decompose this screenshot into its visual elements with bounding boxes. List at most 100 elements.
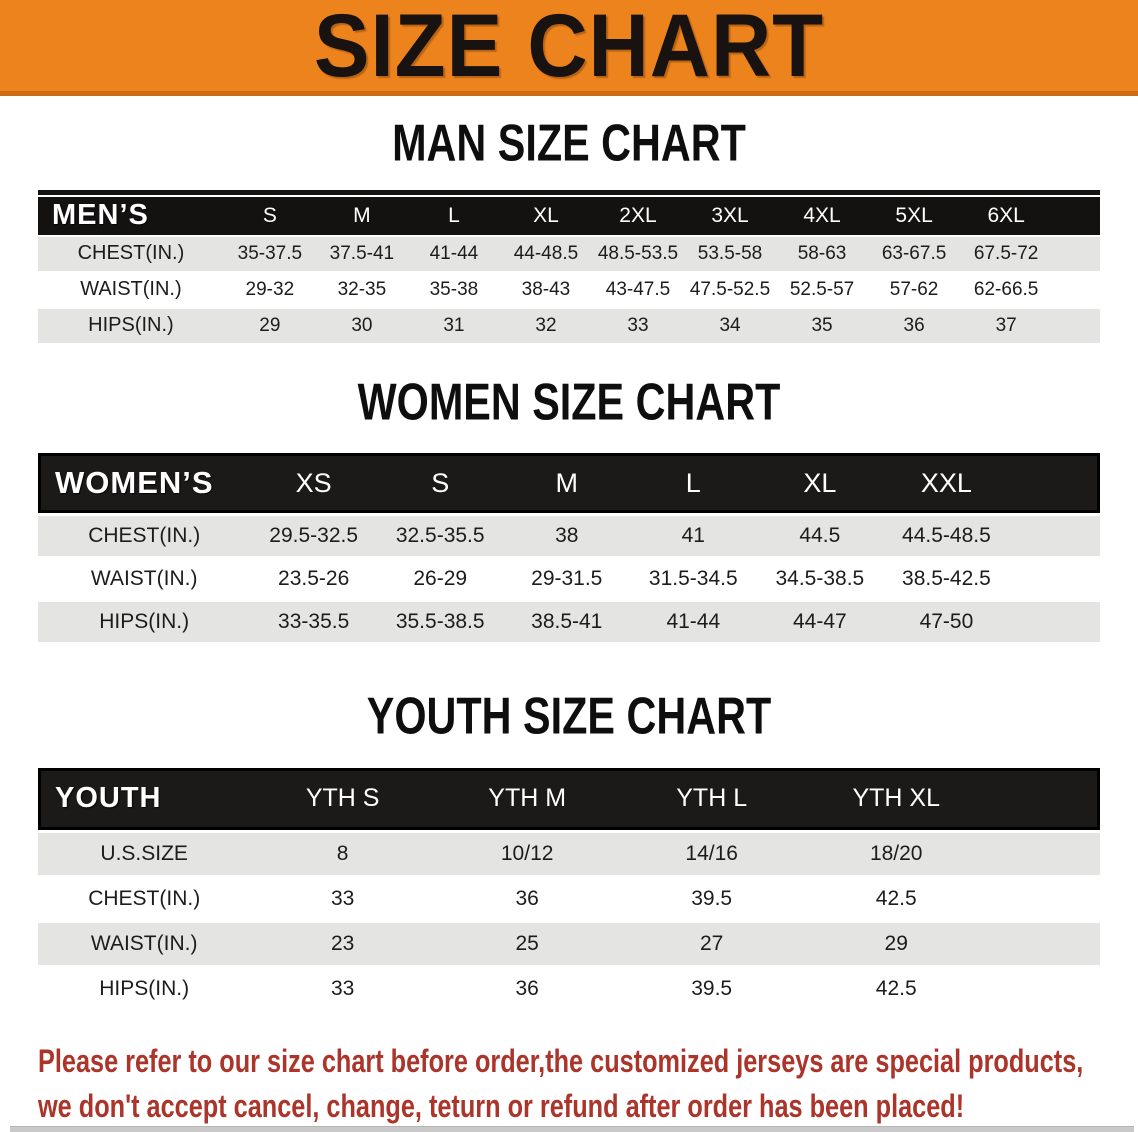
value-cell: 23: [250, 922, 435, 965]
value-cell: 36: [868, 308, 961, 343]
value-cell: 32-35: [315, 272, 408, 307]
value-cell: 41: [630, 516, 757, 557]
value-cell: 47.5-52.5: [684, 272, 777, 307]
disclaimer-line-2: we don't accept cancel, change, teturn o…: [38, 1087, 965, 1124]
table-row: CHEST(IN.) 33 36 39.5 42.5: [38, 877, 1100, 920]
size-header-cell: 2XL: [591, 196, 684, 235]
value-cell: 23.5-26: [250, 559, 377, 600]
row-label-cell: HIPS(IN.): [38, 967, 251, 1010]
spacer-cell: [1009, 559, 1100, 600]
value-cell: 29.5-32.5: [250, 516, 377, 557]
value-cell: 34.5-38.5: [756, 559, 884, 600]
size-table-wrap-men: MEN’S S M L XL 2XL 3XL 4XL 5XL 6XL CHEST(IN.) 35-37…: [38, 189, 1100, 345]
value-cell: 39.5: [619, 877, 804, 920]
table-row: CHEST(IN.) 29.5-32.5 32.5-35.5 38 41 44.5 44.5…: [38, 516, 1100, 557]
value-cell: 33: [250, 967, 435, 1010]
value-cell: 26-29: [376, 559, 504, 600]
table-row: U.S.SIZE 8 10/12 14/16 18/20: [38, 832, 1100, 875]
bottom-partial-row-strip: [10, 1126, 1134, 1132]
spacer-cell: [1009, 453, 1100, 514]
row-label-cell: HIPS(IN.): [38, 308, 224, 343]
value-cell: 44.5: [756, 516, 884, 557]
table-row: HIPS(IN.) 33-35.5 35.5-38.5 38.5-41 41-44 44-…: [38, 602, 1100, 643]
size-table-women: WOMEN’S XS S M L XL XXL CHEST(IN.) 29.5-32.5 32.5…: [38, 450, 1100, 645]
size-header-cell: YTH XL: [803, 767, 989, 830]
value-cell: 53.5-58: [684, 236, 777, 271]
size-header-cell: S: [223, 196, 316, 235]
header-label-cell: WOMEN’S: [38, 453, 251, 514]
value-cell: 41-44: [630, 602, 757, 643]
value-cell: 18/20: [803, 832, 989, 875]
value-cell: 33: [591, 308, 684, 343]
section-heading-women: WOMEN SIZE CHART: [357, 371, 781, 431]
size-header-cell: YTH L: [619, 767, 804, 830]
table-top-rule: [38, 189, 1100, 195]
size-table-wrap-youth: YOUTH YTH S YTH M YTH L YTH XL U.S.SIZE 8 10/12…: [38, 765, 1100, 1013]
spacer-cell: [988, 832, 1100, 875]
spacer-cell: [1052, 196, 1100, 235]
value-cell: 42.5: [803, 877, 989, 920]
size-header-cell: M: [503, 453, 631, 514]
spacer-cell: [988, 877, 1100, 920]
disclaimer: Please refer to our size chart before or…: [38, 1039, 1138, 1129]
value-cell: 48.5-53.5: [591, 236, 684, 271]
table-row: HIPS(IN.) 29 30 31 32 33 34 35 36 37: [38, 308, 1100, 343]
size-header-cell: 3XL: [684, 196, 777, 235]
value-cell: 63-67.5: [868, 236, 961, 271]
size-header-cell: 5XL: [868, 196, 961, 235]
row-label-cell: WAIST(IN.): [38, 272, 224, 307]
size-header-cell: XL: [499, 196, 592, 235]
value-cell: 35: [776, 308, 869, 343]
value-cell: 41-44: [407, 236, 500, 271]
table-row: WAIST(IN.) 29-32 32-35 35-38 38-43 43-47.5 47.…: [38, 272, 1100, 307]
value-cell: 62-66.5: [960, 272, 1053, 307]
value-cell: 32.5-35.5: [376, 516, 504, 557]
spacer-cell: [988, 922, 1100, 965]
header-label-cell: YOUTH: [38, 767, 251, 830]
row-label-cell: U.S.SIZE: [38, 832, 251, 875]
size-header-cell: 4XL: [776, 196, 869, 235]
value-cell: 30: [315, 308, 408, 343]
spacer-cell: [988, 967, 1100, 1010]
size-header-cell: YTH M: [434, 767, 620, 830]
row-label-cell: WAIST(IN.): [38, 559, 251, 600]
size-header-cell: S: [376, 453, 504, 514]
value-cell: 38-43: [499, 272, 592, 307]
header-label-cell: MEN’S: [38, 196, 224, 235]
value-cell: 29: [803, 922, 989, 965]
value-cell: 36: [434, 967, 620, 1010]
value-cell: 29: [223, 308, 316, 343]
value-cell: 33: [250, 877, 435, 920]
table-header-row: WOMEN’S XS S M L XL XXL: [38, 453, 1100, 514]
size-header-cell: L: [630, 453, 757, 514]
row-label-cell: CHEST(IN.): [38, 877, 251, 920]
value-cell: 44-48.5: [499, 236, 592, 271]
size-header-cell: M: [315, 196, 408, 235]
value-cell: 25: [434, 922, 620, 965]
value-cell: 35-37.5: [223, 236, 316, 271]
size-header-cell: XS: [250, 453, 377, 514]
row-label-cell: WAIST(IN.): [38, 922, 251, 965]
size-table-wrap-women: WOMEN’S XS S M L XL XXL CHEST(IN.) 29.5-32.5 32.5…: [38, 450, 1100, 645]
size-header-cell: YTH S: [250, 767, 435, 830]
value-cell: 38.5-41: [503, 602, 631, 643]
table-row: HIPS(IN.) 33 36 39.5 42.5: [38, 967, 1100, 1010]
size-header-cell: XXL: [883, 453, 1010, 514]
value-cell: 57-62: [868, 272, 961, 307]
value-cell: 34: [684, 308, 777, 343]
size-chart-banner: SIZE CHART: [0, 0, 1138, 96]
section-heading-youth: YOUTH SIZE CHART: [366, 686, 772, 745]
value-cell: 52.5-57: [776, 272, 869, 307]
value-cell: 47-50: [883, 602, 1010, 643]
size-table-youth: YOUTH YTH S YTH M YTH L YTH XL U.S.SIZE 8 10/12…: [38, 765, 1100, 1013]
spacer-cell: [1009, 602, 1100, 643]
banner-title: SIZE CHART: [313, 0, 825, 96]
value-cell: 42.5: [803, 967, 989, 1010]
value-cell: 37.5-41: [315, 236, 408, 271]
row-label-cell: CHEST(IN.): [38, 516, 251, 557]
spacer-cell: [1052, 272, 1100, 307]
table-row: WAIST(IN.) 23 25 27 29: [38, 922, 1100, 965]
size-chart-sections: MAN SIZE CHART MEN’S S M L XL 2XL 3XL 4XL 5XL 6XL C…: [0, 114, 1138, 1013]
row-label-cell: HIPS(IN.): [38, 602, 251, 643]
value-cell: 44.5-48.5: [883, 516, 1010, 557]
